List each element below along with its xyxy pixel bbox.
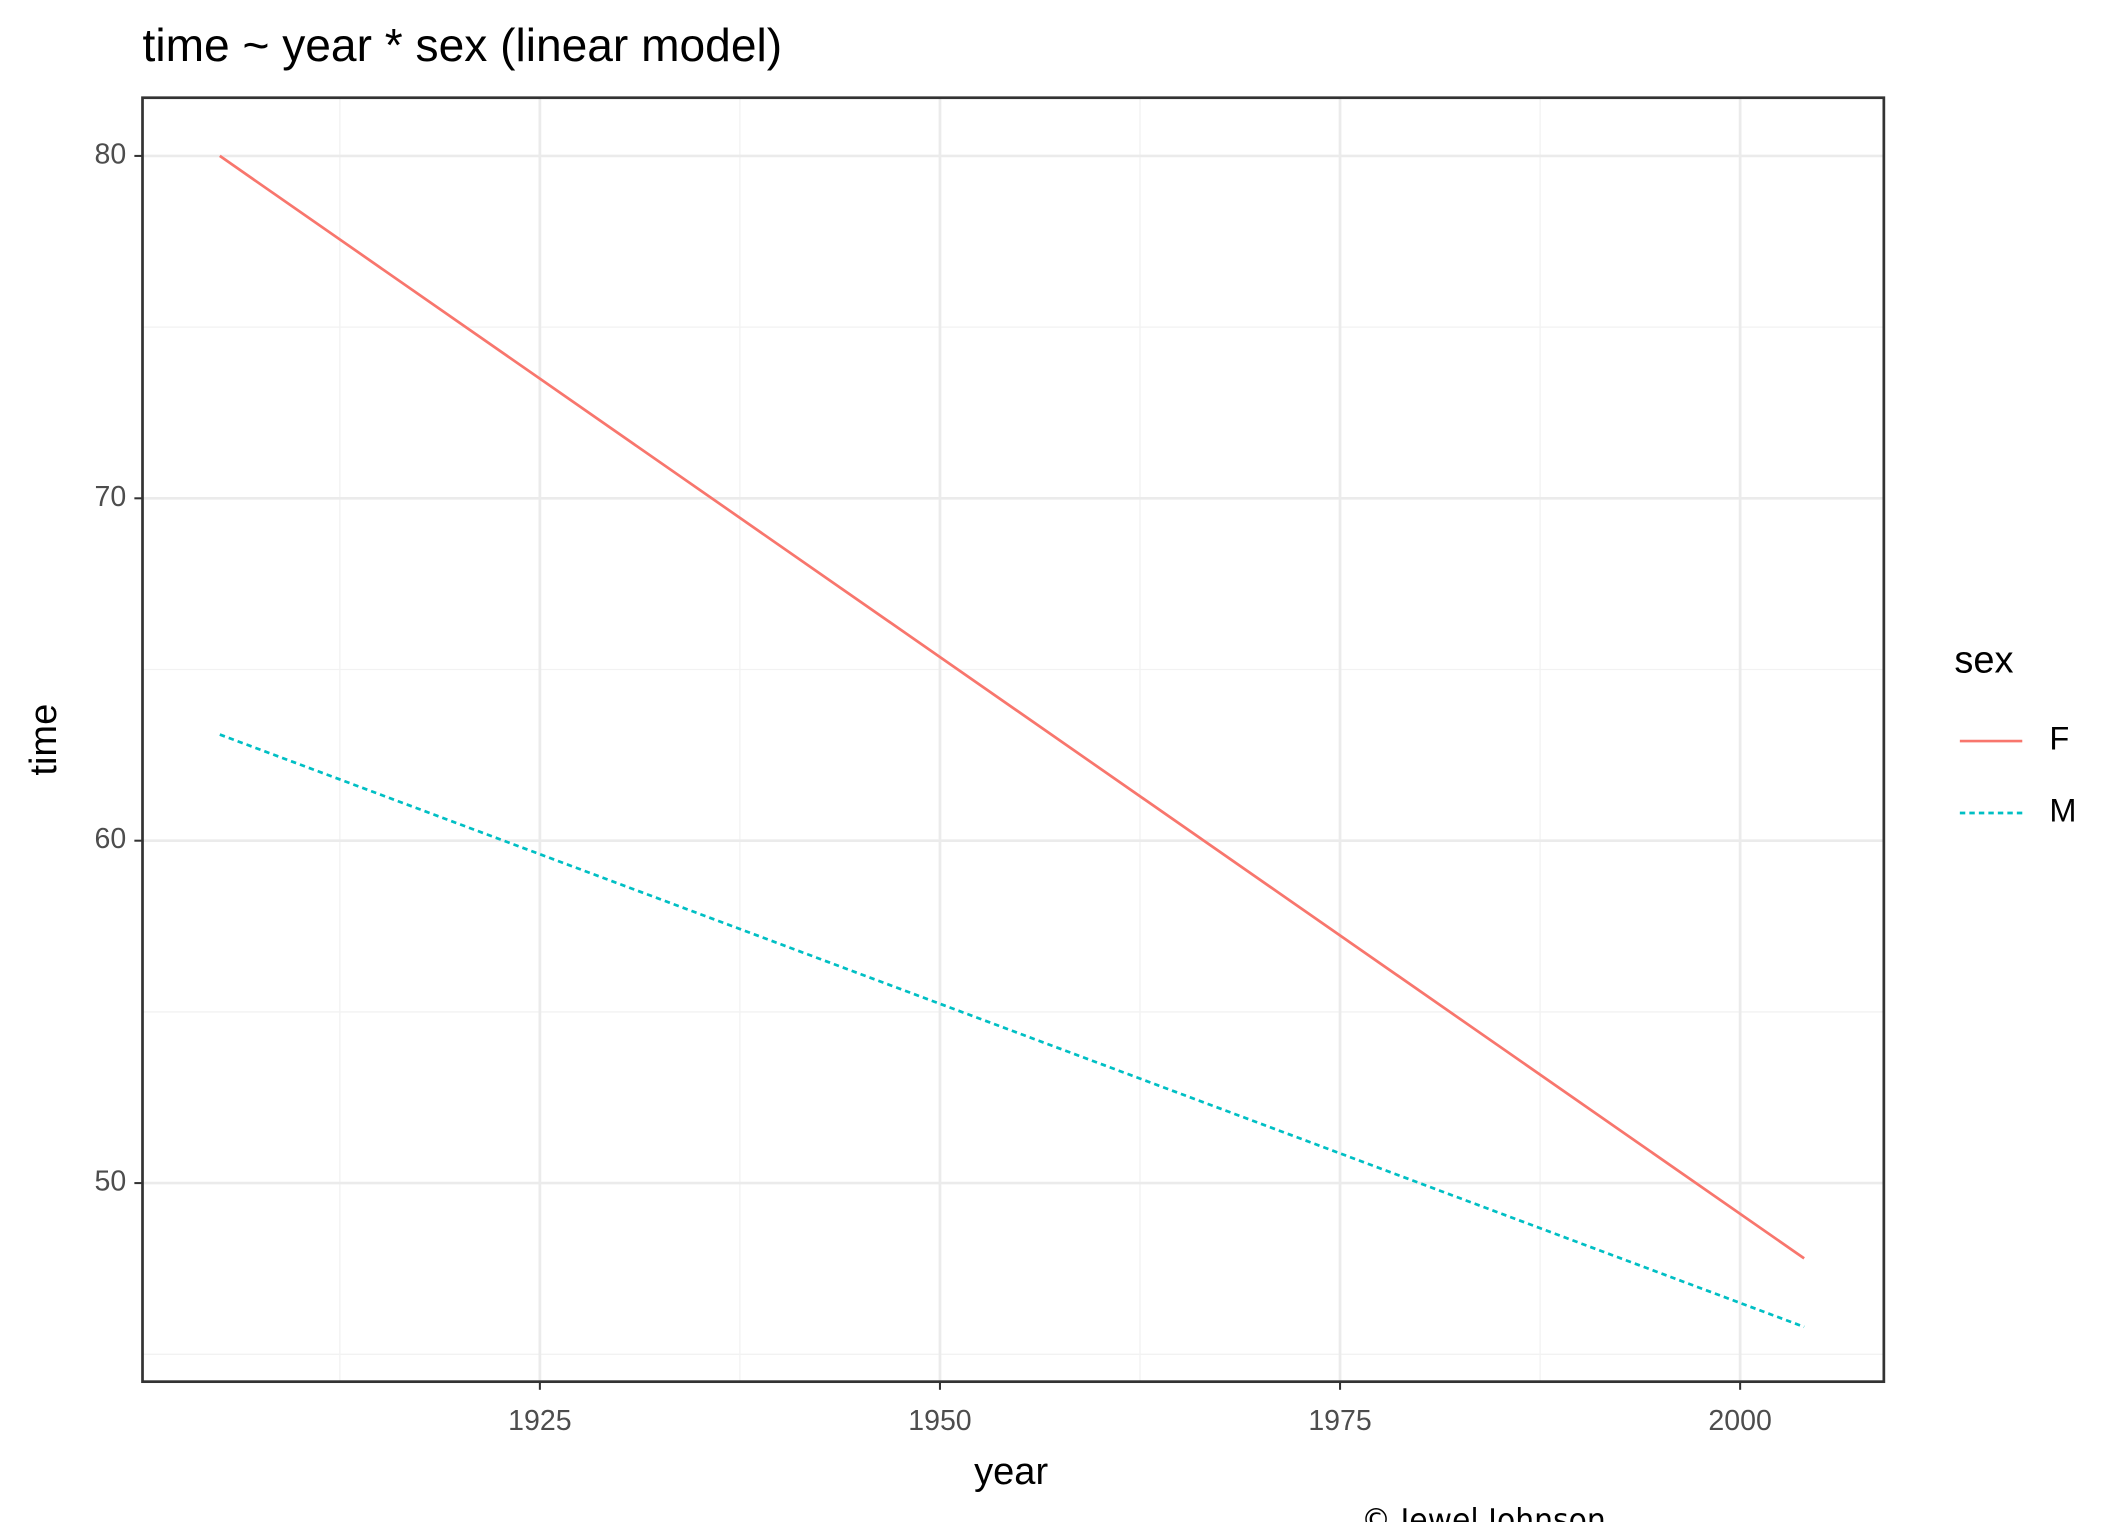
- x-tick-label: 2000: [1708, 1405, 1771, 1437]
- plot-border: [141, 96, 1886, 1384]
- y-tick-label: 70: [95, 481, 127, 513]
- y-tick-label: 50: [95, 1166, 127, 1198]
- x-tick-label: 1925: [508, 1405, 571, 1437]
- y-tick-label: 60: [95, 823, 127, 855]
- legend-title: sex: [1954, 639, 2013, 681]
- x-tick-label: 1975: [1308, 1405, 1371, 1437]
- data-line: [219, 733, 1805, 1329]
- x-tick-label: 1950: [908, 1405, 971, 1437]
- legend-label: F: [2049, 721, 2069, 757]
- y-axis-label: time: [23, 704, 65, 776]
- data-line: [219, 154, 1805, 1260]
- chart-title: time ~ year * sex (linear model): [143, 19, 783, 71]
- y-tick-label: 80: [95, 138, 127, 170]
- credit: © Jewel Johnson: [1361, 1503, 1606, 1522]
- legend-label: M: [2049, 793, 2076, 829]
- plot-background: [142, 97, 1884, 1382]
- x-axis-label: year: [974, 1451, 1048, 1493]
